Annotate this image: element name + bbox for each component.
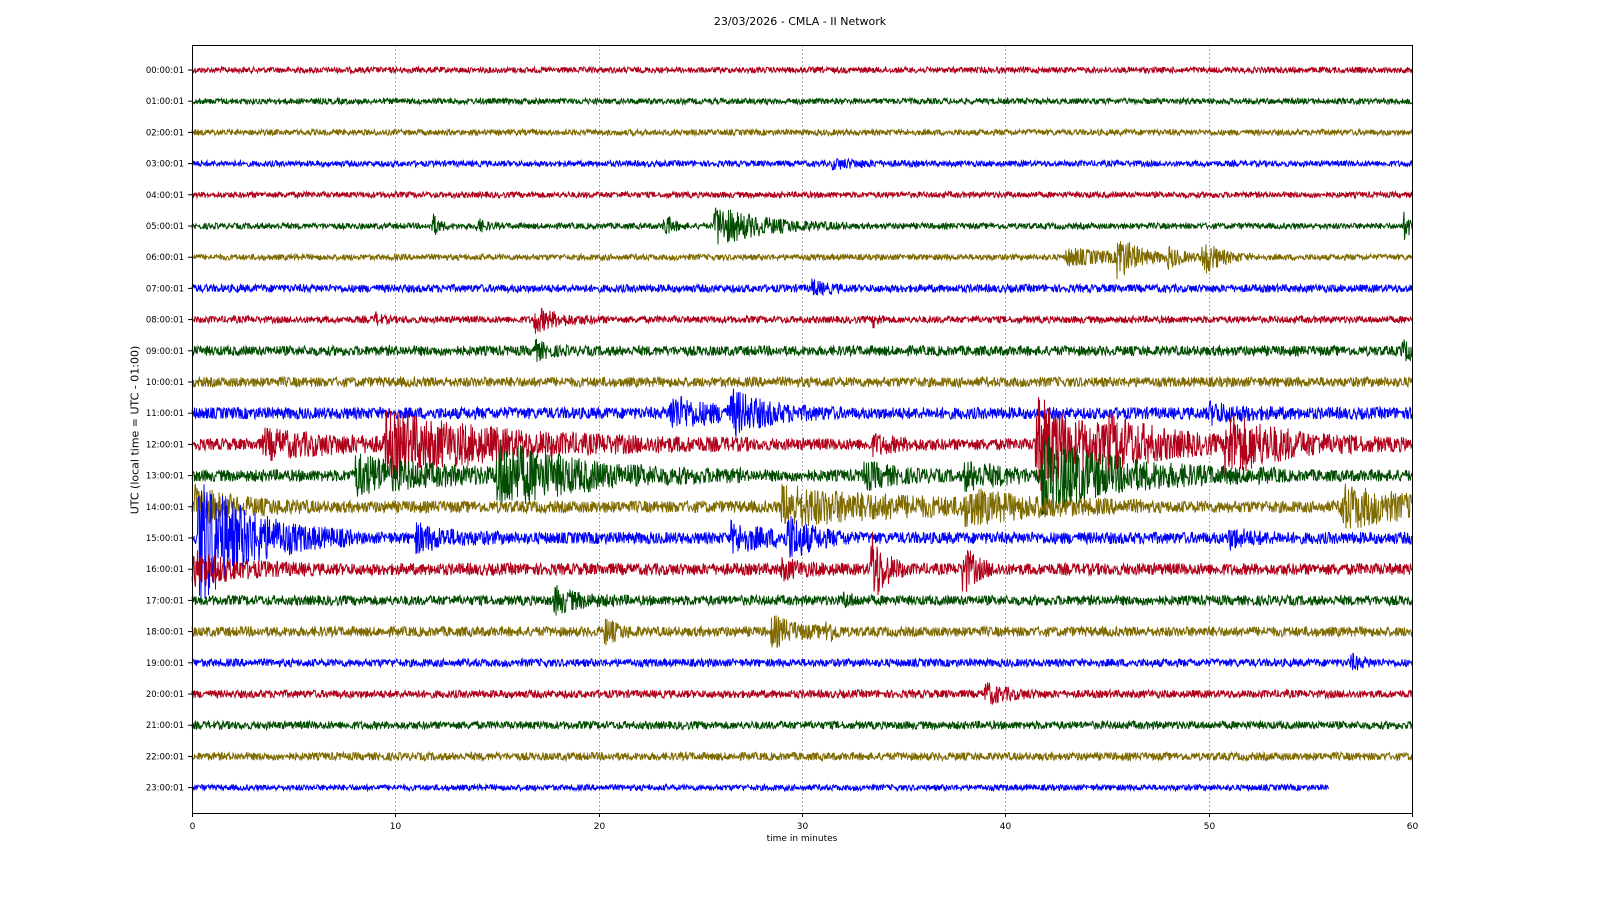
y-tick-label-23: 23:00:01 bbox=[146, 784, 184, 794]
trace-23-00-01 bbox=[192, 782, 1329, 793]
trace-17-00-01 bbox=[191, 585, 1413, 616]
x-tick-label-6: 60 bbox=[1407, 822, 1419, 832]
trace-20-00-01 bbox=[191, 682, 1413, 705]
y-ticks: 00:00:01 01:00:01 02:00:01 03:00:01 04:00:01… bbox=[146, 66, 192, 794]
trace-07-00-01 bbox=[191, 278, 1413, 297]
trace-04-00-01 bbox=[191, 189, 1413, 200]
trace-05-00-01 bbox=[191, 207, 1413, 245]
trace-15-00-01 bbox=[191, 484, 1413, 604]
x-tick-label-1: 10 bbox=[390, 822, 402, 832]
y-tick-label-4: 04:00:01 bbox=[146, 191, 184, 201]
trace-10-00-01 bbox=[191, 375, 1413, 389]
trace-18-00-01 bbox=[191, 615, 1413, 648]
trace-22-00-01 bbox=[191, 750, 1413, 763]
trace-12-00-01 bbox=[191, 396, 1413, 491]
trace-02-00-01 bbox=[191, 127, 1413, 138]
trace-01-00-01 bbox=[191, 96, 1413, 107]
x-ticks: 0 10 20 30 40 50 60 bbox=[190, 813, 1419, 832]
trace-11-00-01 bbox=[191, 388, 1413, 437]
trace-03-00-01 bbox=[191, 157, 1413, 171]
y-tick-label-8: 08:00:01 bbox=[146, 316, 184, 326]
y-tick-label-20: 20:00:01 bbox=[146, 690, 184, 700]
y-tick-label-3: 03:00:01 bbox=[146, 160, 184, 170]
x-tick-label-0: 0 bbox=[190, 822, 196, 832]
trace-19-00-01 bbox=[191, 652, 1413, 671]
y-tick-label-15: 15:00:01 bbox=[146, 534, 184, 544]
y-tick-label-6: 06:00:01 bbox=[146, 253, 184, 263]
y-tick-label-13: 13:00:01 bbox=[146, 472, 184, 482]
y-tick-label-5: 05:00:01 bbox=[146, 222, 184, 232]
trace-08-00-01 bbox=[191, 307, 1413, 334]
trace-06-00-01 bbox=[191, 241, 1413, 280]
y-tick-label-10: 10:00:01 bbox=[146, 378, 184, 388]
trace-21-00-01 bbox=[191, 719, 1413, 732]
y-tick-label-0: 00:00:01 bbox=[146, 66, 184, 76]
y-tick-label-16: 16:00:01 bbox=[146, 565, 184, 575]
y-tick-label-1: 01:00:01 bbox=[146, 97, 184, 107]
y-tick-label-18: 18:00:01 bbox=[146, 628, 184, 638]
y-tick-label-12: 12:00:01 bbox=[146, 440, 184, 450]
y-tick-label-14: 14:00:01 bbox=[146, 503, 184, 513]
x-tick-label-4: 40 bbox=[1000, 822, 1012, 832]
y-tick-label-19: 19:00:01 bbox=[146, 659, 184, 669]
traces bbox=[191, 65, 1413, 793]
x-tick-label-3: 30 bbox=[797, 822, 809, 832]
y-tick-label-2: 02:00:01 bbox=[146, 128, 184, 138]
trace-16-00-01 bbox=[191, 531, 1413, 596]
y-tick-label-21: 21:00:01 bbox=[146, 721, 184, 731]
x-tick-label-5: 50 bbox=[1204, 822, 1216, 832]
trace-00-00-01 bbox=[191, 65, 1413, 75]
y-tick-label-7: 07:00:01 bbox=[146, 284, 184, 294]
chart-title: 23/03/2026 - CMLA - II Network bbox=[713, 15, 887, 28]
trace-09-00-01 bbox=[191, 338, 1413, 363]
y-tick-label-17: 17:00:01 bbox=[146, 596, 184, 606]
trace-13-00-01 bbox=[191, 437, 1413, 516]
y-tick-label-22: 22:00:01 bbox=[146, 752, 184, 762]
x-tick-label-2: 20 bbox=[594, 822, 606, 832]
trace-14-00-01 bbox=[191, 483, 1413, 529]
y-tick-label-9: 09:00:01 bbox=[146, 347, 184, 357]
x-axis-label: time in minutes bbox=[766, 834, 838, 844]
y-tick-label-11: 11:00:01 bbox=[146, 409, 184, 419]
